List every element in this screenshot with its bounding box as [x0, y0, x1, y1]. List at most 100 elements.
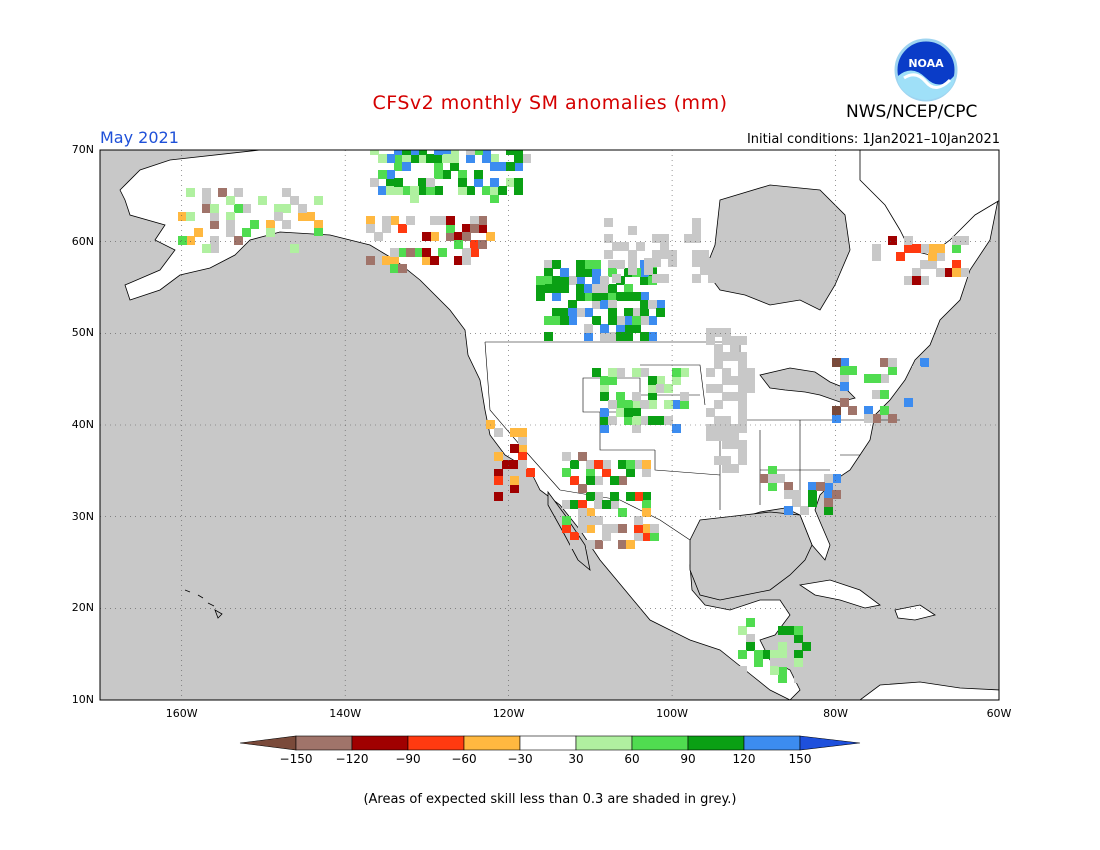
legend-tick-label: −90 [395, 752, 421, 766]
anomaly-cell [616, 316, 625, 325]
anomaly-cell [470, 216, 479, 225]
anomaly-cell [494, 452, 503, 461]
anomaly-cell [422, 256, 431, 265]
anomaly-cell [498, 162, 507, 171]
anomaly-cell [186, 236, 195, 245]
anomaly-cell [864, 406, 873, 415]
anomaly-cell [824, 482, 833, 491]
anomaly-cell [390, 248, 399, 257]
anomaly-cell [628, 226, 637, 235]
anomaly-cell [438, 248, 447, 257]
anomaly-cell [462, 256, 471, 265]
anomaly-cell [764, 234, 773, 243]
anomaly-cell [928, 244, 937, 253]
anomaly-cell [626, 460, 635, 469]
anomaly-cell [592, 292, 601, 301]
anomaly-cell [738, 416, 747, 425]
anomaly-cell [274, 204, 283, 213]
longitude-label: 120W [492, 707, 525, 720]
anomaly-cell [202, 196, 211, 205]
anomaly-cell [568, 316, 577, 325]
anomaly-cell [756, 250, 765, 259]
anomaly-cell [714, 344, 723, 353]
anomaly-cell [378, 170, 387, 179]
anomaly-cell [952, 236, 961, 245]
anomaly-cell [210, 204, 219, 213]
anomaly-cell [746, 376, 755, 385]
anomaly-cell [544, 316, 553, 325]
anomaly-cell [616, 368, 625, 377]
anomaly-cell [382, 256, 391, 265]
anomaly-cell [912, 374, 921, 383]
anomaly-cell [506, 162, 515, 171]
anomaly-cell [386, 178, 395, 187]
anomaly-cell [802, 642, 811, 651]
anomaly-cell [618, 460, 627, 469]
legend-tick-label: 60 [624, 752, 640, 766]
anomaly-cell [608, 260, 617, 269]
legend-color-box [575, 735, 633, 751]
anomaly-cell [552, 308, 561, 317]
legend-color-box [687, 735, 745, 751]
anomaly-cell [402, 162, 411, 171]
anomaly-cell [482, 186, 491, 195]
anomaly-cell [610, 500, 619, 509]
anomaly-cell [864, 414, 873, 423]
anomaly-cell [714, 352, 723, 361]
anomaly-cell [600, 300, 609, 309]
anomaly-cell [592, 260, 601, 269]
longitude-label: 140W [329, 707, 362, 720]
anomaly-cell [560, 284, 569, 293]
anomaly-cell [642, 468, 651, 477]
anomaly-cell [848, 406, 857, 415]
anomaly-cell [410, 194, 419, 203]
anomaly-cell [706, 384, 715, 393]
anomaly-cell [624, 400, 633, 409]
anomaly-cell [936, 244, 945, 253]
anomaly-cell [872, 374, 881, 383]
longitude-label: 60W [986, 707, 1012, 720]
legend-tick-label: 90 [680, 752, 696, 766]
anomaly-cell [442, 154, 451, 163]
anomaly-cell [778, 658, 787, 667]
anomaly-cell [740, 250, 749, 259]
anomaly-cell [880, 374, 889, 383]
anomaly-cell [610, 524, 619, 533]
anomaly-cell [768, 474, 777, 483]
anomaly-cell [756, 234, 765, 243]
anomaly-cell [584, 308, 593, 317]
anomaly-cell [722, 464, 731, 473]
anomaly-cell [626, 468, 635, 477]
anomaly-cell [650, 532, 659, 541]
anomaly-cell [624, 292, 633, 301]
anomaly-cell [952, 244, 961, 253]
agency-label: NWS/NCEP/CPC [846, 102, 978, 122]
anomaly-cell [634, 516, 643, 525]
anomaly-cell [640, 300, 649, 309]
anomaly-cell [218, 188, 227, 197]
anomaly-cell [762, 650, 771, 659]
anomaly-cell [552, 292, 561, 301]
anomaly-cell [608, 292, 617, 301]
anomaly-cell [770, 666, 779, 675]
anomaly-cell [478, 240, 487, 249]
anomaly-cell [234, 204, 243, 213]
anomaly-cell [610, 492, 619, 501]
anomaly-cell [640, 416, 649, 425]
anomaly-cell [642, 524, 651, 533]
anomaly-cell [434, 150, 443, 155]
anomaly-cell [632, 408, 641, 417]
anomaly-cell [656, 300, 665, 309]
latitude-label: 40N [71, 418, 94, 431]
initial-conditions: Initial conditions: 1Jan2021–10Jan2021 [746, 132, 1000, 147]
anomaly-cell [584, 268, 593, 277]
anomaly-cell [186, 212, 195, 221]
anomaly-cell [604, 250, 613, 259]
anomaly-cell [438, 216, 447, 225]
anomaly-cell [202, 188, 211, 197]
anomaly-cell [664, 400, 673, 409]
anomaly-cell [680, 400, 689, 409]
forecast-map [99, 149, 1000, 701]
anomaly-cell [746, 384, 755, 393]
anomaly-cell [632, 400, 641, 409]
